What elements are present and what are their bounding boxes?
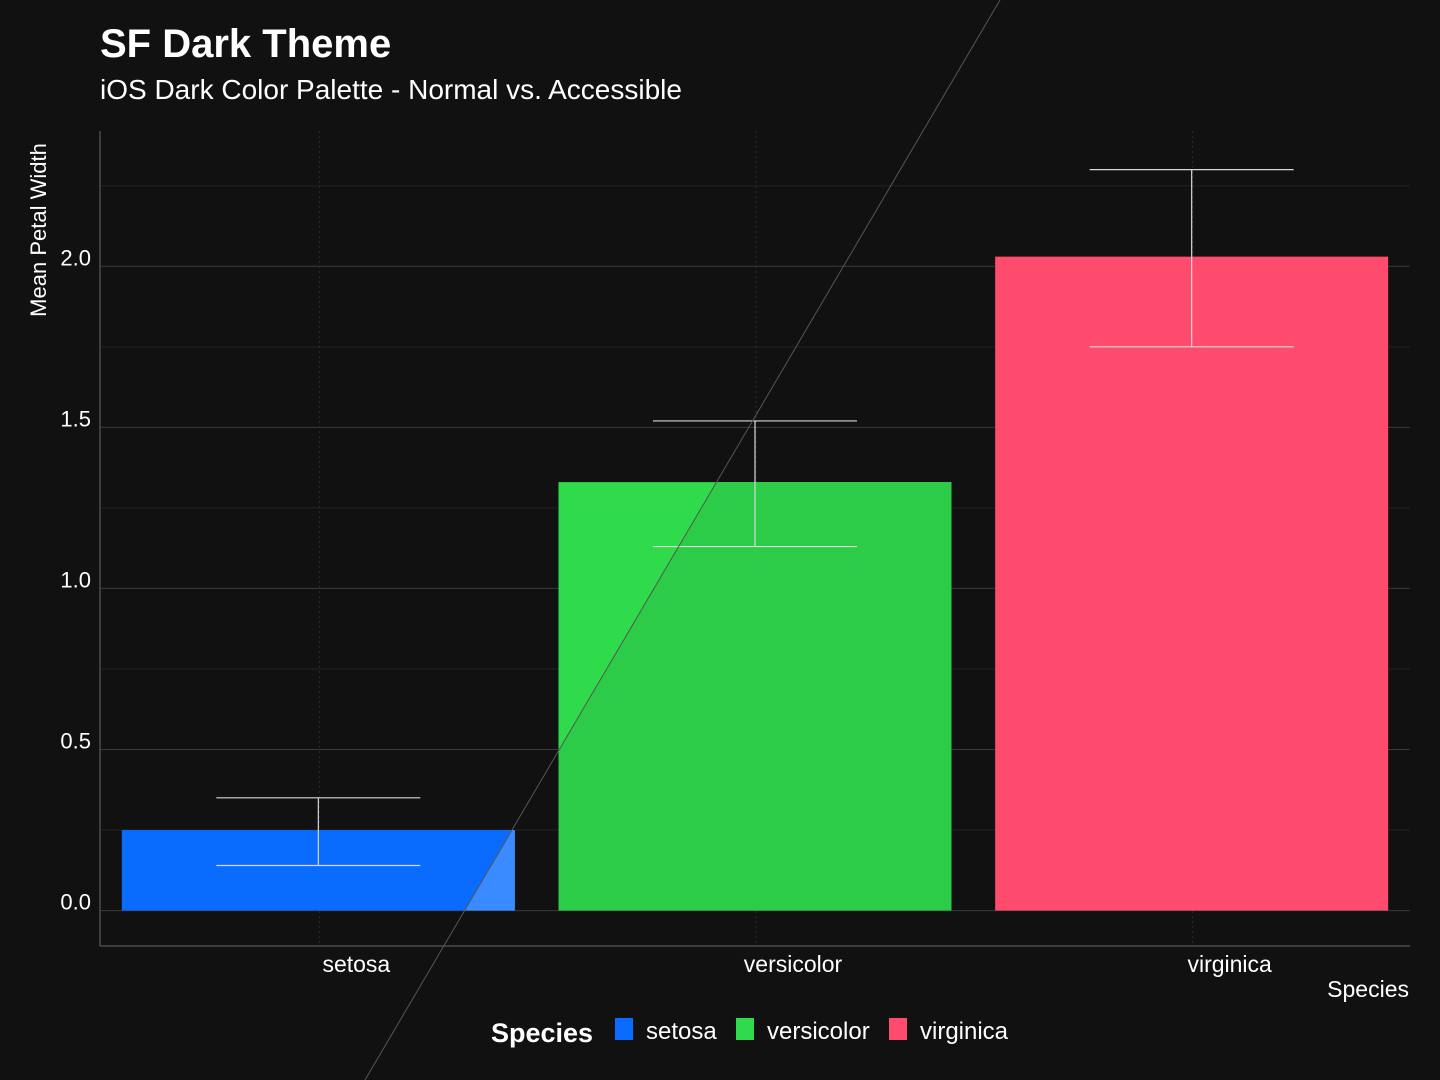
legend-swatch-virginica: [889, 1018, 907, 1040]
y-tick-label: 1.0: [60, 567, 91, 592]
legend-label-setosa: setosa: [646, 1018, 717, 1045]
legend-label-virginica: virginica: [920, 1018, 1009, 1045]
y-tick-label: 0.5: [60, 728, 91, 753]
legend-swatch-versicolor: [736, 1018, 754, 1040]
legend: Species setosa versicolor virginica: [491, 1018, 1009, 1048]
y-tick-label: 2.0: [60, 245, 91, 270]
legend-label-versicolor: versicolor: [767, 1018, 870, 1045]
y-tick-label: 0.0: [60, 890, 91, 915]
x-axis-label: Species: [1327, 976, 1409, 1002]
x-tick-label-virginica: virginica: [1187, 951, 1272, 977]
legend-swatch-setosa: [615, 1018, 633, 1040]
bar-virginica: [995, 257, 1388, 911]
x-tick-label-versicolor: versicolor: [744, 951, 843, 977]
y-tick-label: 1.5: [60, 406, 91, 431]
x-tick-label-setosa: setosa: [322, 951, 390, 977]
y-axis-label: Mean Petal Width: [26, 143, 51, 317]
legend-title: Species: [491, 1018, 593, 1048]
